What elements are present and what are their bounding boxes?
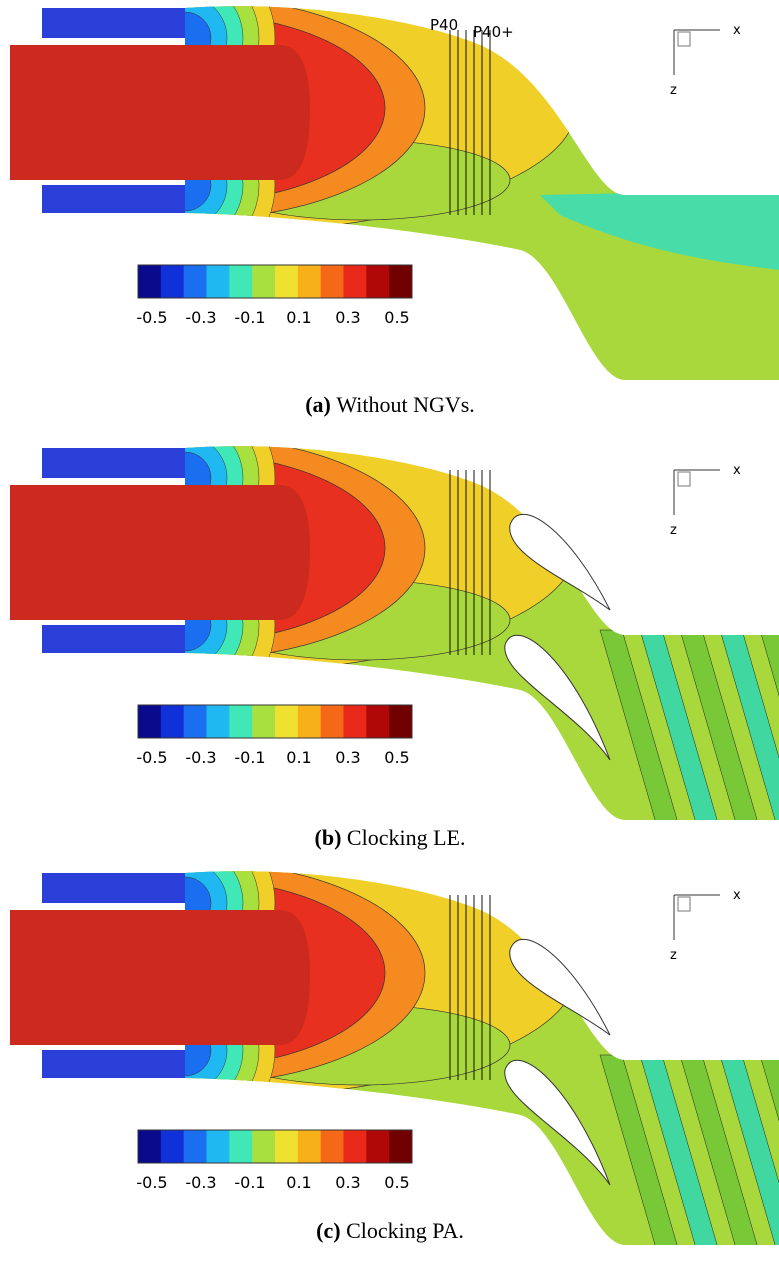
colorbar-swatch (160, 265, 185, 298)
colorbar-tick: -0.5 (136, 308, 167, 327)
colorbar-swatch (252, 265, 276, 298)
colorbar-swatch (389, 705, 413, 738)
caption: (b) Clocking LE. (315, 825, 466, 850)
caption: (a) Without NGVs. (305, 392, 475, 417)
blade (504, 1059, 611, 1186)
colorbar-swatch (252, 1130, 276, 1163)
slot-wall (42, 625, 185, 653)
blade (509, 938, 611, 1036)
caption-text: Clocking PA. (346, 1218, 464, 1243)
axis-lines (673, 469, 720, 515)
axis-icon (677, 471, 691, 487)
panel: P40 P40+ x z -0.5 -0.3 -0.1 0.1 0.3 0.5 (10, 6, 779, 381)
colorbar-tick: 0.3 (335, 1173, 360, 1192)
colorbar-tick: -0.3 (185, 748, 216, 767)
axis-label: z (670, 948, 677, 963)
colorbar-swatch (160, 705, 185, 738)
caption-text: Clocking LE. (347, 825, 466, 850)
slot-wall (42, 185, 185, 213)
colorbar-swatch (229, 1130, 253, 1163)
caption-label: (a) (305, 392, 331, 417)
red-core (10, 910, 310, 1045)
caption-label: (c) (316, 1218, 340, 1243)
colorbar-swatch (389, 1130, 413, 1163)
colorbar-tick: 0.1 (286, 308, 311, 327)
colorbar-swatch (206, 1130, 230, 1163)
axis-lines (673, 894, 720, 940)
region (540, 190, 779, 270)
colorbar-tick: -0.1 (234, 748, 265, 767)
colorbar-tick: 0.3 (335, 748, 360, 767)
colorbar-swatch (275, 265, 299, 298)
colorbar-tick: 0.1 (286, 748, 311, 767)
colorbar-tick: -0.3 (185, 308, 216, 327)
colorbar-frame (137, 264, 413, 299)
colorbar-swatch (252, 705, 276, 738)
colorbar-swatch (275, 1130, 299, 1163)
colorbar-tick: 0.1 (286, 1173, 311, 1192)
red-core (10, 45, 310, 180)
colorbar-tick: -0.3 (185, 1173, 216, 1192)
axis-label: z (670, 83, 677, 98)
colorbar-swatch (320, 265, 344, 298)
colorbar-swatch (183, 1130, 207, 1163)
colorbar-swatch (343, 705, 367, 738)
caption: (c) Clocking PA. (316, 1218, 464, 1243)
colorbar-swatch (275, 705, 299, 738)
colorbar-tick: 0.5 (384, 308, 409, 327)
colorbar-swatch (297, 1130, 322, 1163)
colorbar-tick: 0.5 (384, 748, 409, 767)
colorbar-swatch (366, 705, 390, 738)
probe-label: P40 (430, 16, 458, 34)
colorbar-swatch (229, 705, 253, 738)
slot-wall (42, 873, 185, 903)
blade (509, 513, 611, 611)
colorbar-swatch (138, 1130, 162, 1163)
colorbar-frame (137, 1129, 413, 1164)
slot-wall (42, 448, 185, 478)
colorbar-swatch (343, 265, 367, 298)
caption-text: Without NGVs. (336, 392, 474, 417)
colorbar-tick: 0.5 (384, 1173, 409, 1192)
colorbar-swatch (183, 265, 207, 298)
colorbar-swatch (138, 265, 162, 298)
colorbar-swatch (343, 1130, 367, 1163)
colorbar-swatch (138, 705, 162, 738)
colorbar-tick: -0.5 (136, 1173, 167, 1192)
colorbar-tick: 0.3 (335, 308, 360, 327)
axis-label: x (733, 463, 741, 478)
colorbar-swatch (297, 705, 322, 738)
panel: x z -0.5 -0.3 -0.1 0.1 0.3 0.5 (10, 871, 779, 1246)
colorbar-swatch (389, 265, 413, 298)
colorbar-swatch (206, 265, 230, 298)
colorbar-swatch (206, 705, 230, 738)
colorbar-tick: -0.1 (234, 308, 265, 327)
axis-label: x (733, 888, 741, 903)
axis-label: x (733, 23, 741, 38)
axis-lines (673, 29, 720, 75)
blade (504, 634, 611, 761)
colorbar-swatch (160, 1130, 185, 1163)
colorbar-frame (137, 704, 413, 739)
panel: x z -0.5 -0.3 -0.1 0.1 0.3 0.5 (10, 446, 779, 821)
colorbar-swatch (320, 1130, 344, 1163)
colorbar-swatch (366, 1130, 390, 1163)
axis-icon (677, 896, 691, 912)
red-core (10, 485, 310, 620)
colorbar-swatch (366, 265, 390, 298)
colorbar-swatch (229, 265, 253, 298)
axis-label: z (670, 523, 677, 538)
colorbar-tick: -0.1 (234, 1173, 265, 1192)
probe-label: P40+ (473, 23, 514, 41)
colorbar-swatch (297, 265, 322, 298)
colorbar-swatch (320, 705, 344, 738)
colorbar-tick: -0.5 (136, 748, 167, 767)
slot-wall (42, 1050, 185, 1078)
axis-icon (677, 31, 691, 47)
slot-wall (42, 8, 185, 38)
caption-label: (b) (315, 825, 342, 850)
colorbar-swatch (183, 705, 207, 738)
